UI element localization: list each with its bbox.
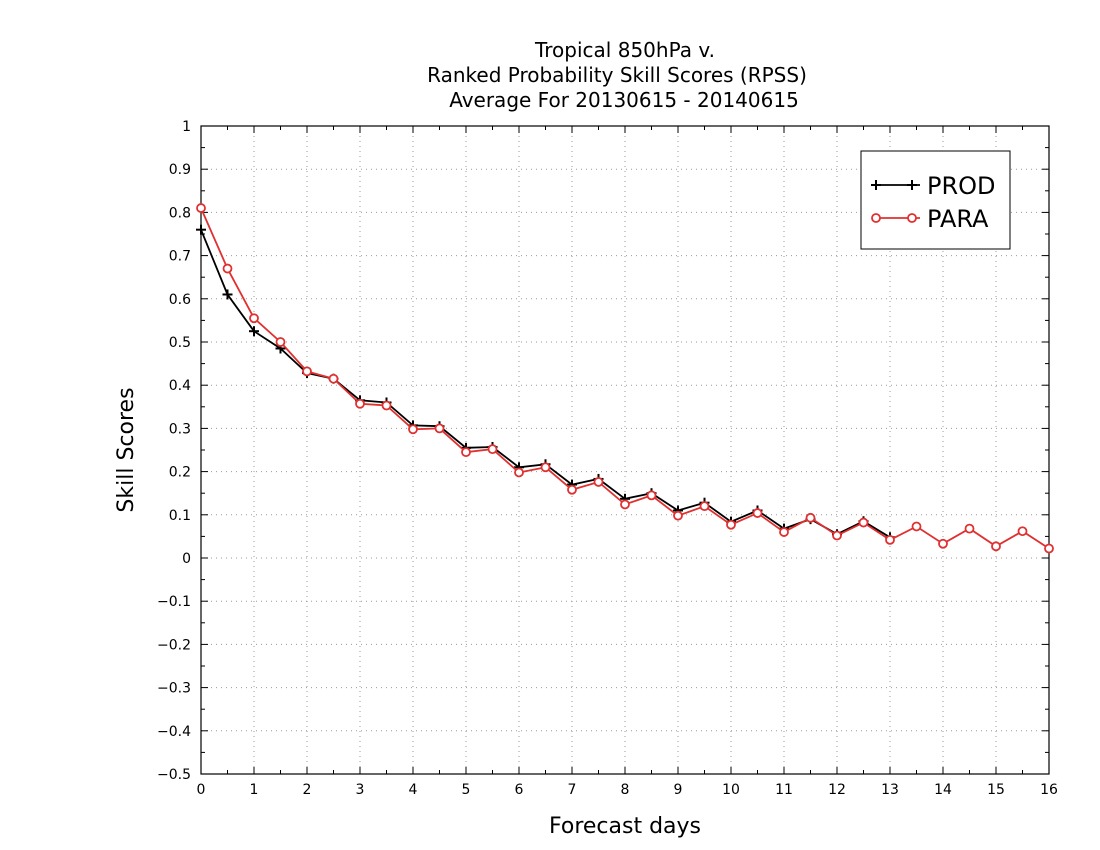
data-point-para [461,447,471,458]
data-point-para [832,530,842,541]
data-point-para [885,534,895,545]
data-point-para [381,400,392,411]
y-tick-labels: −0.5 −0.4 −0.3 −0.2 −0.1 0 0.1 0.2 0.3 0.4 0.5 0.6 0… [157,119,191,783]
data-point-para [328,373,339,384]
y-tick-label: 0.2 [169,465,191,481]
x-tick-label: 14 [934,782,952,798]
data-point-prod [196,224,206,235]
data-point-para [514,467,524,478]
y-tick-label: 0.3 [169,421,191,437]
plot-frame [200,125,1050,775]
legend-entry-prod: PROD [871,172,996,200]
x-tick-label: 2 [303,782,312,798]
legend-entry-para: PARA [871,205,989,233]
series-para [196,203,1054,554]
legend-marker-para [907,213,917,223]
data-point-prod [222,289,233,300]
y-axis-label: Skill Scores [114,387,139,512]
y-tick-label: 1 [182,119,191,135]
data-point-para [858,517,869,528]
y-tick-label: −0.5 [157,767,191,783]
x-tick-label: 6 [515,782,524,798]
x-tick-label: 1 [250,782,259,798]
x-tick-label: 10 [722,782,740,798]
y-tick-label: −0.4 [157,724,191,740]
data-point-para [620,499,630,510]
chart-title-line-3: Average For 20130615 - 20140615 [449,88,799,112]
data-point-para [1044,543,1054,554]
chart-title-line-1: Tropical 850hPa v. [534,38,715,62]
y-tick-label: 0.6 [169,292,191,308]
y-tick-label: 0.7 [169,249,191,265]
grid-lines [201,126,1049,774]
data-point-para [1017,526,1028,537]
chart-title-line-2: Ranked Probability Skill Scores (RPSS) [427,63,807,87]
y-tick-label: 0.1 [169,508,191,524]
y-tick-label: −0.1 [157,594,191,610]
x-tick-label: 3 [356,782,365,798]
y-tick-label: 0.5 [169,335,191,351]
legend-marker-para [871,213,881,223]
x-tick-label: 0 [197,782,206,798]
data-point-prod [249,326,259,337]
data-point-para [408,424,418,435]
x-tick-label: 11 [775,782,793,798]
x-tick-label: 16 [1040,782,1058,798]
legend: PROD PARA [860,150,1011,250]
x-axis-label: Forecast days [549,814,701,839]
data-point-para [964,523,975,534]
x-tick-label: 15 [987,782,1005,798]
data-point-para [779,527,789,537]
data-point-para [222,263,233,274]
x-tick-label: 13 [881,782,899,798]
data-point-para [355,398,365,409]
y-tick-label: 0 [182,551,191,567]
data-point-para [673,510,683,521]
data-point-para [249,313,259,324]
data-point-para [699,501,710,512]
x-tick-label: 5 [462,782,471,798]
legend-label-para: PARA [927,205,989,233]
data-point-para [991,541,1001,552]
y-tick-label: 0.9 [169,162,191,178]
data-series [196,203,1054,554]
data-point-para [567,484,577,495]
legend-box [860,150,1011,250]
data-point-para [646,490,657,501]
y-tick-label: 0.8 [169,205,191,221]
data-point-para [275,337,286,347]
data-point-para [911,521,922,532]
legend-marker-prod [871,180,881,190]
y-tick-label: −0.3 [157,681,191,697]
x-tick-label: 9 [674,782,683,798]
legend-label-prod: PROD [927,172,996,200]
data-point-para [487,444,498,455]
legend-marker-prod [907,180,917,190]
data-point-para [434,423,445,434]
x-tick-label: 4 [409,782,418,798]
series-prod [196,224,895,543]
x-tick-label: 7 [568,782,577,798]
data-point-para [726,519,736,530]
series-line-prod [200,229,891,539]
x-tick-label: 8 [621,782,630,798]
data-point-para [752,508,763,518]
x-tick-labels: 0 1 2 3 4 5 6 7 8 9 10 11 12 13 14 15 16 [197,782,1058,798]
y-tick-label: −0.2 [157,637,191,653]
data-point-para [302,366,312,377]
data-point-para [196,203,206,213]
data-point-para [938,538,948,549]
data-point-para [805,512,816,523]
y-tick-label: 0.4 [169,378,191,394]
data-point-para [593,477,604,487]
chart-title: Tropical 850hPa v. Ranked Probability Sk… [427,38,807,112]
data-point-para [540,462,551,473]
x-tick-label: 12 [828,782,846,798]
